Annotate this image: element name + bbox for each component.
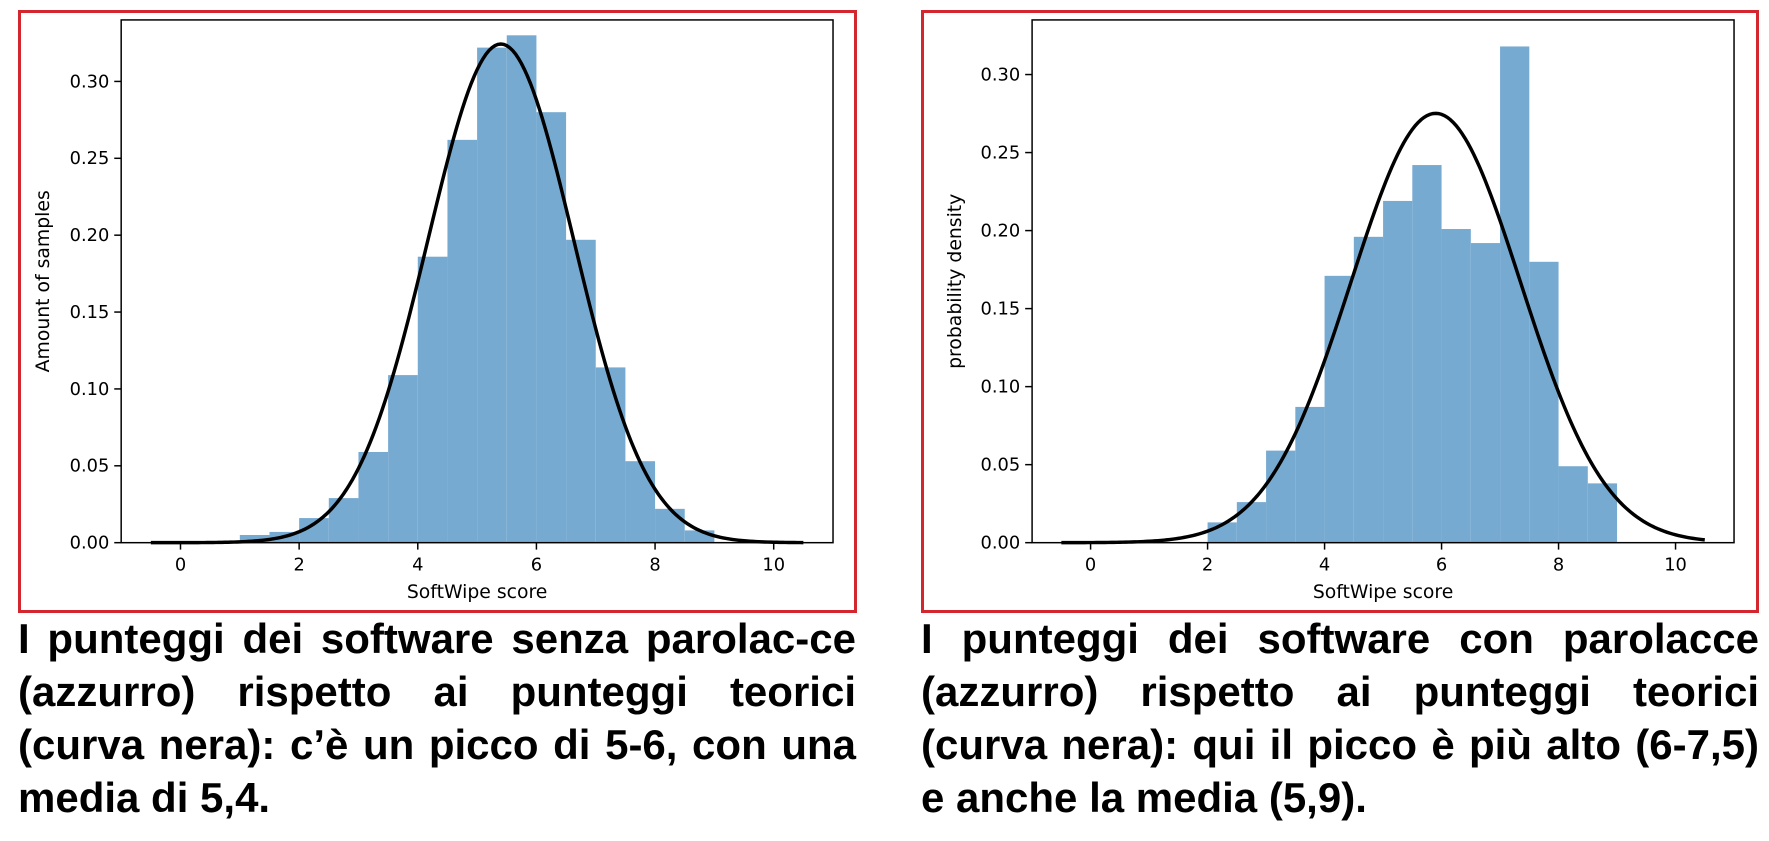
histogram-bar (536, 112, 567, 543)
y-tick-label: 0.25 (981, 143, 1021, 164)
x-tick-label: 8 (1553, 554, 1564, 575)
x-tick-label: 10 (1664, 554, 1687, 575)
y-tick-label: 0.20 (981, 221, 1021, 242)
x-tick-label: 10 (762, 554, 785, 575)
y-tick-label: 0.30 (70, 71, 110, 92)
x-tick-label: 6 (531, 554, 542, 575)
histogram-bar (1353, 236, 1384, 543)
y-tick-label: 0.05 (981, 455, 1021, 476)
x-tick-label: 0 (175, 554, 186, 575)
y-tick-label: 0.00 (70, 533, 110, 554)
histogram-bar (506, 35, 537, 543)
histogram-bar (358, 451, 389, 543)
histogram-bar (1266, 450, 1296, 543)
histogram-bar (625, 461, 656, 543)
histogram-bar (417, 256, 448, 543)
normal-curve-line (150, 42, 804, 545)
x-tick-label: 6 (1436, 554, 1447, 575)
histogram-bar (1470, 243, 1501, 543)
y-tick-label: 0.15 (70, 302, 110, 323)
chart-panel-left: 0 2 4 6 8 10 0.00 0.05 0.10 0.15 0.20 0.25 0.30 SoftW… (18, 10, 857, 613)
y-tick-label: 0.00 (981, 533, 1021, 554)
x-tick-label: 4 (1319, 554, 1330, 575)
y-tick-label: 0.15 (981, 299, 1021, 320)
histogram-bar (655, 508, 685, 543)
histogram-chart-right: 0 2 4 6 8 10 0.00 0.05 0.10 0.15 0.20 0.25 0.30 SoftW… (945, 19, 1735, 603)
plot-frame (1031, 19, 1735, 544)
y-tick-label: 0.20 (70, 225, 110, 246)
histogram-bar (1412, 165, 1442, 543)
y-tick-label: 0.25 (70, 148, 110, 169)
x-tick-label: 8 (649, 554, 660, 575)
normal-curve-line (1061, 111, 1705, 545)
x-tick-label: 2 (293, 554, 304, 575)
x-axis-label: SoftWipe score (407, 582, 547, 603)
x-axis-label: SoftWipe score (1313, 582, 1453, 603)
histogram-bar (1236, 502, 1267, 543)
caption-right: I punteggi dei software con parolacce (a… (921, 615, 1759, 821)
histogram-bar (566, 239, 596, 543)
histogram-bar (477, 47, 507, 543)
histogram-bar (447, 139, 478, 543)
y-tick-label: 0.05 (70, 456, 110, 477)
histogram-bar (1558, 466, 1588, 543)
y-axis-label: probability density (945, 194, 966, 369)
histogram-bar (1529, 261, 1559, 543)
histogram-chart-left: 0 2 4 6 8 10 0.00 0.05 0.10 0.15 0.20 0.25 0.30 SoftW… (33, 19, 834, 603)
plot-frame (120, 19, 834, 544)
x-tick-label: 4 (412, 554, 423, 575)
y-tick-label: 0.10 (70, 379, 110, 400)
y-axis-label: Amount of samples (33, 190, 54, 372)
histogram-bar (1441, 229, 1471, 543)
chart-panel-right: 0 2 4 6 8 10 0.00 0.05 0.10 0.15 0.20 0.25 0.30 SoftW… (921, 10, 1759, 613)
x-tick-label: 0 (1085, 554, 1096, 575)
histogram-bar (1295, 406, 1325, 543)
histogram-bar (239, 534, 270, 543)
y-tick-label: 0.10 (981, 377, 1021, 398)
y-tick-label: 0.30 (981, 64, 1021, 85)
histogram-bar (595, 367, 626, 543)
x-tick-label: 2 (1202, 554, 1213, 575)
caption-left: I punteggi dei software senza parolac-ce… (18, 615, 856, 821)
histogram-bar (1383, 200, 1413, 543)
histogram-bar (388, 375, 418, 543)
